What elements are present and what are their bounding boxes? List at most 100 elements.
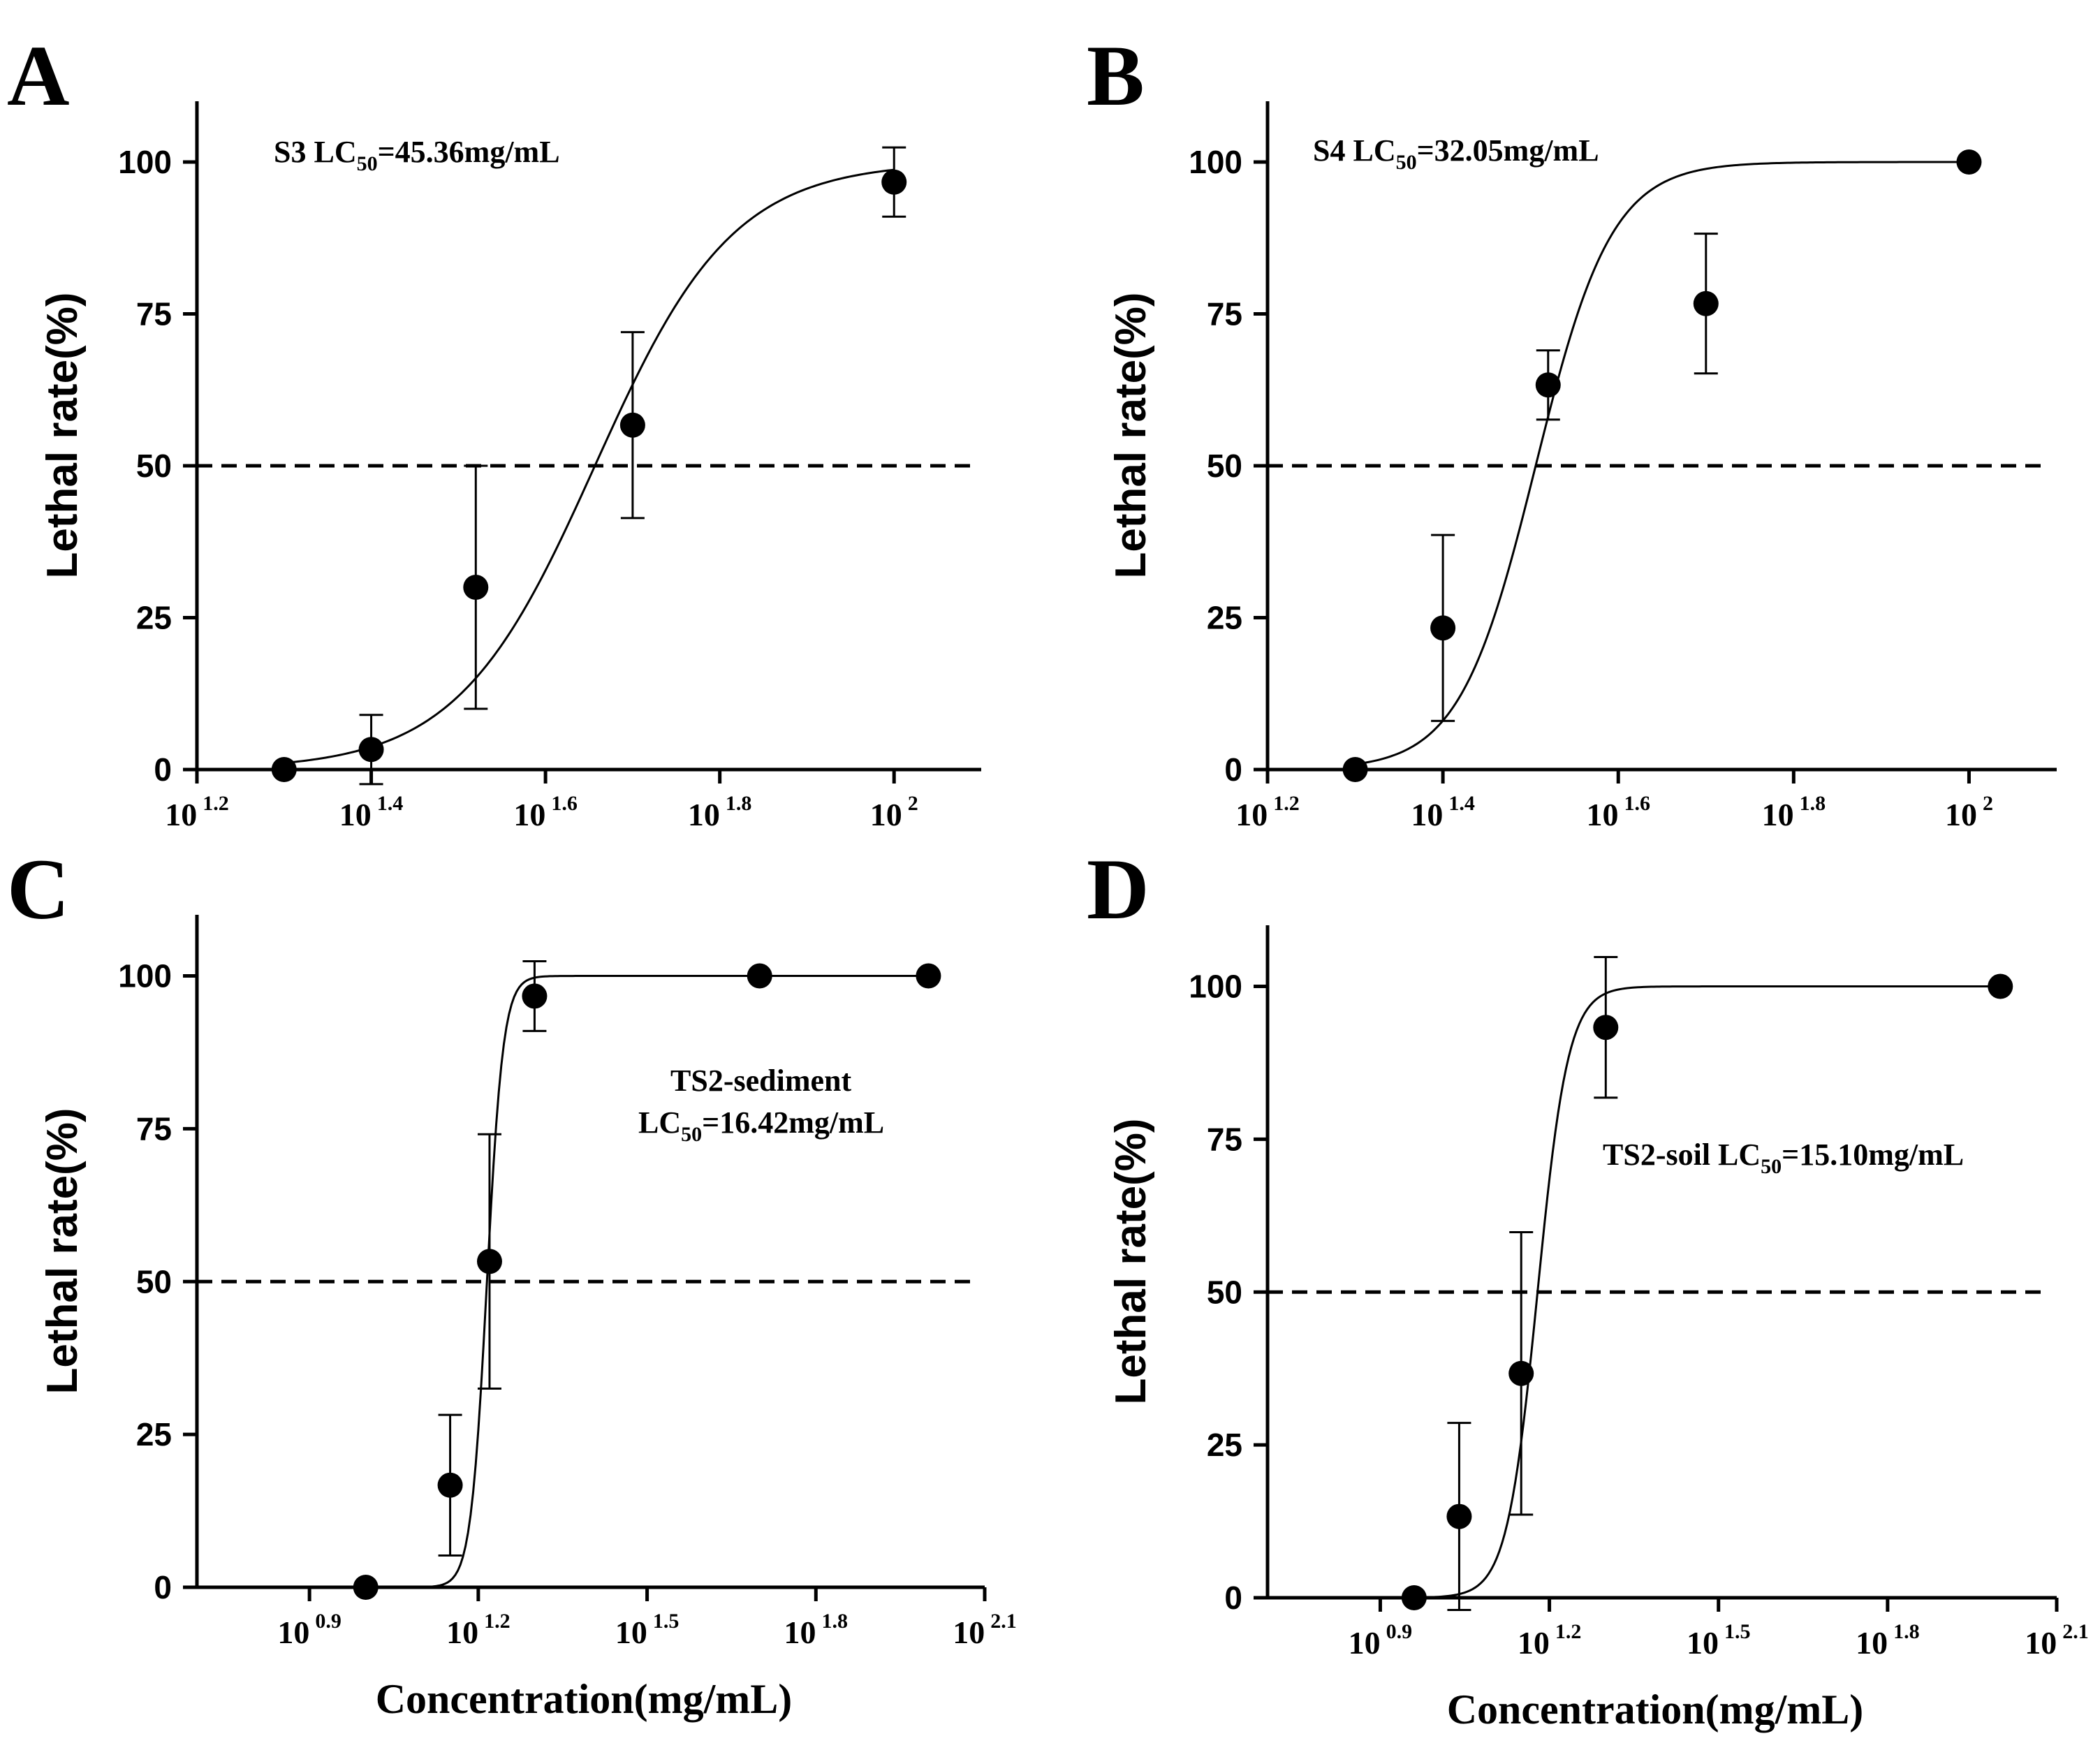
x-tick-base: 10 — [1945, 797, 1977, 832]
x-axis-title: Concentration(mg/mL) — [1447, 1686, 1864, 1733]
y-tick-label: 100 — [1189, 969, 1242, 1005]
annotation-subscript: 50 — [1396, 151, 1417, 174]
annotation-subscript: 50 — [681, 1123, 702, 1146]
x-tick-exponent: 2 — [908, 792, 918, 815]
y-tick-label: 50 — [1207, 1274, 1242, 1310]
x-tick-exponent: 1.2 — [484, 1610, 511, 1633]
x-tick-label: 10 0.9 — [277, 1610, 342, 1650]
y-axis-title: Lethal rate(%) — [1107, 1119, 1155, 1405]
data-point — [437, 1472, 463, 1498]
y-tick-label: 0 — [1224, 751, 1242, 788]
x-tick-exponent: 1.5 — [1724, 1620, 1751, 1643]
x-tick-base: 10 — [1762, 797, 1794, 832]
data-point — [1988, 973, 2013, 999]
y-tick-label: 50 — [136, 1263, 172, 1300]
x-tick-exponent: 0.9 — [315, 1610, 342, 1633]
data-point — [1535, 372, 1561, 398]
x-tick-label: 10 1.2 — [165, 792, 229, 832]
panel-letter: B — [1087, 28, 1145, 124]
x-tick-exponent: 1.2 — [203, 792, 229, 815]
x-tick-base: 10 — [688, 797, 720, 832]
data-point — [747, 963, 772, 989]
x-tick-label: 10 1.8 — [784, 1610, 849, 1650]
y-tick-label: 75 — [1207, 1121, 1242, 1157]
x-tick-label: 10 2 — [870, 792, 918, 832]
lc50-annotation: LC50=16.42mg/mL — [638, 1105, 884, 1146]
y-axis-title: Lethal rate(%) — [1107, 293, 1155, 579]
annotation-text: S4 LC — [1313, 133, 1396, 168]
fit-curve — [365, 975, 929, 1589]
y-tick-label: 75 — [1207, 296, 1242, 332]
x-tick-base: 10 — [2025, 1625, 2057, 1661]
data-point — [358, 737, 384, 763]
panel-letter: C — [7, 841, 70, 937]
annotation-text: TS2-sediment — [670, 1064, 851, 1098]
x-tick-exponent: 0.9 — [1386, 1620, 1413, 1643]
x-tick-label: 10 2.1 — [2025, 1620, 2089, 1661]
x-tick-base: 10 — [615, 1615, 647, 1650]
x-tick-exponent: 1.5 — [653, 1610, 680, 1633]
data-point — [1593, 1015, 1619, 1040]
annotation-subscript: 50 — [357, 152, 378, 175]
annotation-text: LC — [638, 1105, 681, 1140]
annotation-text: TS2-soil LC — [1603, 1138, 1761, 1172]
x-tick-exponent: 1.6 — [1624, 792, 1650, 815]
data-point — [1401, 1585, 1427, 1610]
x-tick-label: 10 1.6 — [1586, 792, 1650, 832]
data-point — [1956, 149, 1982, 175]
data-point — [916, 963, 941, 989]
x-tick-label: 10 1.2 — [1235, 792, 1300, 832]
data-point — [476, 1249, 502, 1274]
y-tick-label: 0 — [154, 751, 172, 788]
annotation-value: =16.42mg/mL — [702, 1105, 884, 1140]
x-tick-label: 10 1.6 — [513, 792, 578, 832]
x-tick-base: 10 — [784, 1615, 816, 1650]
x-axis-title: Concentration(mg/mL) — [376, 1676, 793, 1722]
annotation-value: =45.36mg/mL — [378, 135, 560, 169]
x-tick-base: 10 — [446, 1615, 478, 1650]
data-point — [522, 983, 548, 1009]
x-tick-exponent: 1.2 — [1555, 1620, 1582, 1643]
x-tick-base: 10 — [1235, 797, 1268, 832]
y-tick-label: 50 — [1207, 448, 1242, 484]
x-tick-base: 10 — [1586, 797, 1618, 832]
lc50-annotation: TS2-sediment — [670, 1064, 851, 1098]
data-point — [271, 757, 297, 782]
x-tick-base: 10 — [277, 1615, 309, 1650]
x-tick-base: 10 — [339, 797, 372, 832]
x-tick-base: 10 — [1856, 1625, 1888, 1661]
x-tick-exponent: 1.4 — [1448, 792, 1475, 815]
y-axis-title: Lethal rate(%) — [38, 293, 87, 579]
y-tick-label: 25 — [1207, 600, 1242, 636]
x-tick-base: 10 — [1349, 1625, 1381, 1661]
y-tick-label: 75 — [136, 296, 172, 332]
x-tick-exponent: 1.6 — [551, 792, 578, 815]
x-tick-label: 10 1.5 — [1687, 1620, 1751, 1661]
lc50-annotation: TS2-soil LC50=15.10mg/mL — [1603, 1138, 1964, 1178]
x-tick-exponent: 1.8 — [726, 792, 752, 815]
y-tick-label: 0 — [1224, 1580, 1242, 1616]
lc50-annotation: S4 LC50=32.05mg/mL — [1313, 133, 1599, 174]
x-tick-label: 10 0.9 — [1349, 1620, 1413, 1661]
y-tick-label: 50 — [136, 448, 172, 484]
annotation-value: =15.10mg/mL — [1782, 1138, 1964, 1172]
y-tick-label: 25 — [136, 1416, 172, 1452]
annotation-subscript: 50 — [1761, 1155, 1782, 1178]
x-tick-label: 10 1.2 — [1518, 1620, 1582, 1661]
x-tick-exponent: 1.8 — [1800, 792, 1826, 815]
x-tick-label: 10 1.4 — [1411, 792, 1475, 832]
x-tick-base: 10 — [165, 797, 197, 832]
panel-letter: A — [7, 28, 70, 124]
x-tick-label: 10 1.8 — [1856, 1620, 1920, 1661]
x-tick-label: 10 1.8 — [1762, 792, 1826, 832]
data-point — [463, 575, 489, 600]
y-tick-label: 100 — [1189, 144, 1242, 180]
x-tick-base: 10 — [1411, 797, 1443, 832]
x-tick-label: 10 1.5 — [615, 1610, 680, 1650]
data-point — [619, 412, 645, 438]
fit-curve — [1414, 985, 2001, 1599]
